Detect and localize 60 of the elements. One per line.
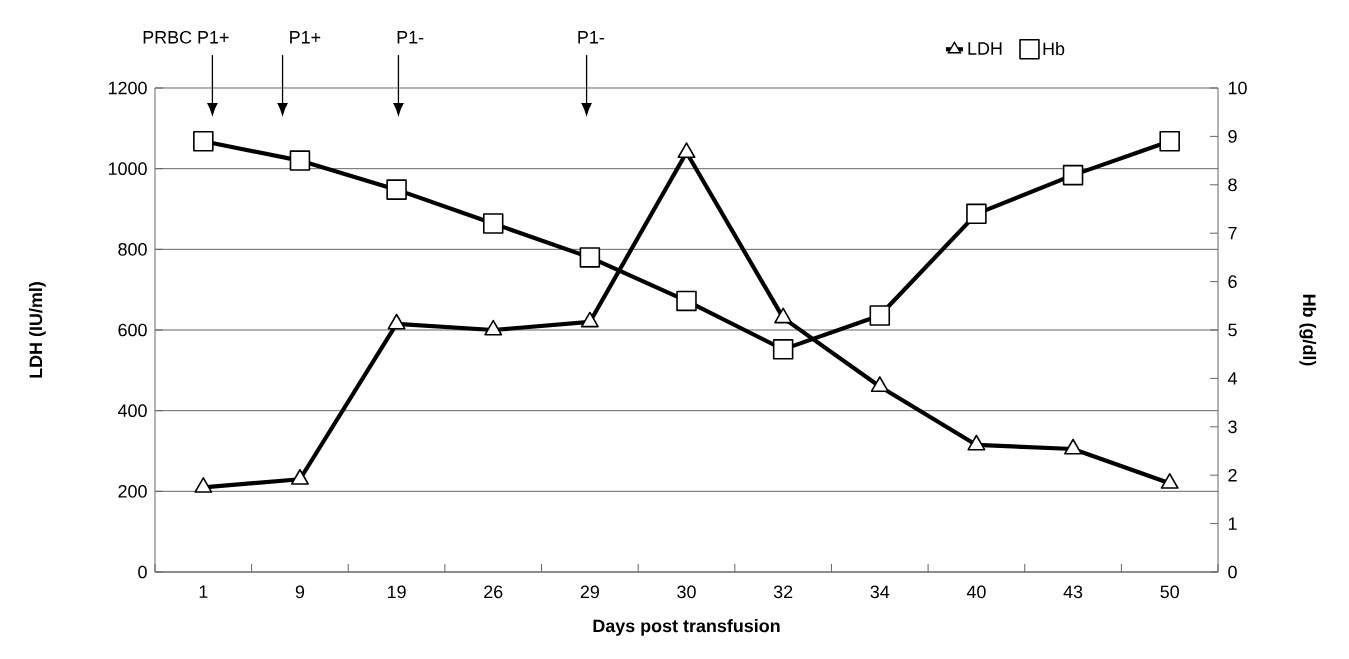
- y2-tick-label: 1: [1228, 517, 1237, 530]
- y2-tick-label: 5: [1228, 323, 1237, 337]
- x-axis-title: Days post transfusion: [593, 619, 780, 636]
- point: [194, 477, 213, 493]
- y-tick-label: 1200: [108, 81, 147, 95]
- y2-tick-label: 2: [1228, 468, 1237, 482]
- point: [1064, 438, 1083, 455]
- point: [677, 142, 696, 159]
- x-tick-label: 9: [295, 585, 305, 599]
- point: [772, 339, 794, 360]
- text: P1-: [397, 31, 424, 44]
- point: [193, 130, 214, 152]
- y-tick-label: 800: [118, 242, 147, 256]
- point: [484, 319, 503, 336]
- point: [579, 247, 601, 268]
- x-tick-label: 30: [677, 585, 696, 599]
- y2-tick-label: 8: [1228, 178, 1237, 192]
- text: P1-: [578, 31, 604, 44]
- x-tick-label: 32: [773, 585, 793, 599]
- y2-tick-label: 6: [1228, 275, 1237, 288]
- point: [482, 213, 504, 234]
- point: [1159, 130, 1180, 152]
- legend-label: Hb: [1043, 42, 1065, 56]
- y-tick-label: 200: [118, 484, 147, 498]
- y2-tick-label: 9: [1228, 130, 1237, 143]
- x-tick-label: 1: [199, 585, 208, 598]
- text: PRBC P1+: [143, 30, 229, 44]
- point: [676, 290, 697, 312]
- y2-tick-label: 7: [1228, 227, 1237, 240]
- legend-label: LDH: [968, 42, 1002, 55]
- point: [289, 150, 311, 171]
- point: [967, 434, 986, 451]
- x-tick-label: 19: [387, 585, 406, 599]
- x-tick-label: 43: [1063, 585, 1083, 599]
- point: [1062, 164, 1084, 186]
- x-tick-label: 40: [966, 585, 986, 599]
- point: [966, 203, 987, 225]
- point: [290, 468, 309, 485]
- point: [580, 311, 599, 328]
- point: [1160, 473, 1179, 489]
- x-tick-label: 34: [870, 585, 890, 599]
- point: [387, 313, 406, 330]
- text: P1+: [290, 31, 321, 44]
- y-tick-label: 600: [118, 323, 147, 337]
- point: [869, 305, 891, 326]
- y2-tick-label: 0: [1228, 565, 1237, 579]
- y2-tick-label: 4: [1227, 372, 1237, 385]
- y2-tick-label: 10: [1228, 81, 1247, 95]
- point: [870, 376, 889, 392]
- y-tick-label: 0: [138, 565, 147, 579]
- x-tick-label: 50: [1160, 585, 1179, 599]
- y-axis-title: LDH (IU/ml): [29, 282, 46, 378]
- y-tick-label: 400: [117, 404, 147, 418]
- y-tick-label: 1000: [108, 162, 147, 176]
- y2-axis-title: Hb (g/dl): [1299, 294, 1317, 366]
- point: [386, 179, 407, 200]
- y2-tick-label: 3: [1228, 420, 1237, 434]
- x-tick-label: 26: [484, 585, 503, 599]
- point: [774, 307, 793, 324]
- x-tick-label: 29: [580, 585, 599, 599]
